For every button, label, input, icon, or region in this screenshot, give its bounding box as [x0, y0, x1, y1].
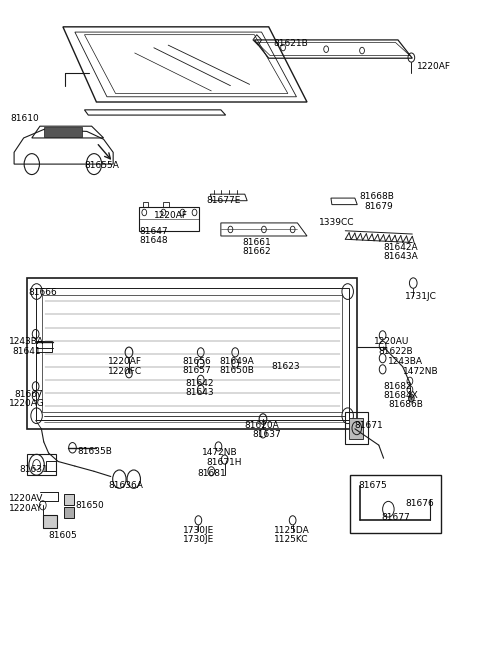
Text: 81610: 81610	[10, 114, 39, 123]
Text: 81671H: 81671H	[206, 458, 242, 467]
Text: 81667: 81667	[14, 390, 43, 399]
Text: 81631: 81631	[19, 466, 48, 474]
Text: 81684X: 81684X	[384, 391, 419, 400]
Text: 1730JE: 1730JE	[182, 525, 214, 534]
Text: 81620A: 81620A	[245, 421, 279, 430]
Text: 81656: 81656	[182, 357, 211, 366]
Text: 81642: 81642	[185, 379, 214, 388]
Bar	[44, 128, 82, 137]
Text: 1730JE: 1730JE	[182, 535, 214, 544]
Text: 81655A: 81655A	[84, 161, 120, 170]
Text: 81650B: 81650B	[219, 366, 254, 375]
Text: 81641: 81641	[12, 347, 41, 356]
Text: 81675: 81675	[359, 481, 387, 490]
Bar	[64, 506, 74, 518]
Text: 1220AY: 1220AY	[9, 504, 43, 513]
Text: 1220FC: 1220FC	[108, 367, 143, 377]
Text: 81623: 81623	[271, 362, 300, 371]
Text: 1220AG: 1220AG	[9, 399, 45, 408]
Text: 1220AF: 1220AF	[154, 210, 188, 219]
Text: 81677E: 81677E	[206, 196, 241, 204]
Text: 1339CC: 1339CC	[319, 218, 354, 227]
Text: 81671: 81671	[355, 421, 384, 430]
Bar	[43, 515, 57, 528]
Text: 81662: 81662	[242, 247, 271, 256]
Text: 81643A: 81643A	[384, 252, 419, 261]
Text: 81676: 81676	[405, 500, 434, 508]
Text: 81681: 81681	[197, 469, 226, 477]
Text: 1125KC: 1125KC	[274, 535, 308, 544]
Text: 81650: 81650	[75, 501, 104, 510]
Text: 81647: 81647	[140, 227, 168, 236]
Text: 81636A: 81636A	[108, 481, 143, 490]
Text: 81686B: 81686B	[388, 400, 423, 409]
Text: 1472NB: 1472NB	[202, 449, 237, 457]
Text: 1220AV: 1220AV	[9, 495, 44, 503]
Text: 81622B: 81622B	[379, 347, 413, 356]
Bar	[46, 462, 56, 472]
Text: 81679: 81679	[364, 202, 393, 211]
Text: 1472NB: 1472NB	[403, 367, 438, 376]
Text: 1731JC: 1731JC	[405, 291, 437, 301]
Text: 1220AF: 1220AF	[108, 357, 143, 366]
Text: 1243BA: 1243BA	[9, 337, 44, 346]
Text: 81605: 81605	[48, 531, 77, 540]
Bar	[64, 493, 74, 505]
Bar	[349, 418, 363, 439]
Text: 81657: 81657	[182, 366, 211, 375]
Text: 81677: 81677	[381, 513, 410, 521]
Text: 81666: 81666	[28, 288, 57, 297]
Text: 81682: 81682	[384, 382, 412, 391]
Text: 81649A: 81649A	[219, 357, 254, 366]
Text: 81637: 81637	[252, 430, 281, 440]
Text: 1220AF: 1220AF	[417, 62, 451, 71]
Text: 81643: 81643	[185, 388, 214, 397]
Bar	[345, 413, 368, 444]
Text: 81668B: 81668B	[360, 193, 395, 201]
Text: 1220AU: 1220AU	[374, 337, 409, 346]
Text: 81621B: 81621B	[274, 39, 308, 48]
Text: 81648: 81648	[140, 236, 168, 245]
Text: 1125DA: 1125DA	[274, 525, 309, 534]
Text: 1243BA: 1243BA	[388, 357, 423, 366]
Bar	[36, 341, 52, 352]
Text: 81661: 81661	[242, 238, 271, 247]
Circle shape	[408, 394, 414, 402]
Text: 81642A: 81642A	[384, 243, 418, 252]
Bar	[350, 475, 441, 533]
Text: 81635B: 81635B	[77, 447, 112, 456]
